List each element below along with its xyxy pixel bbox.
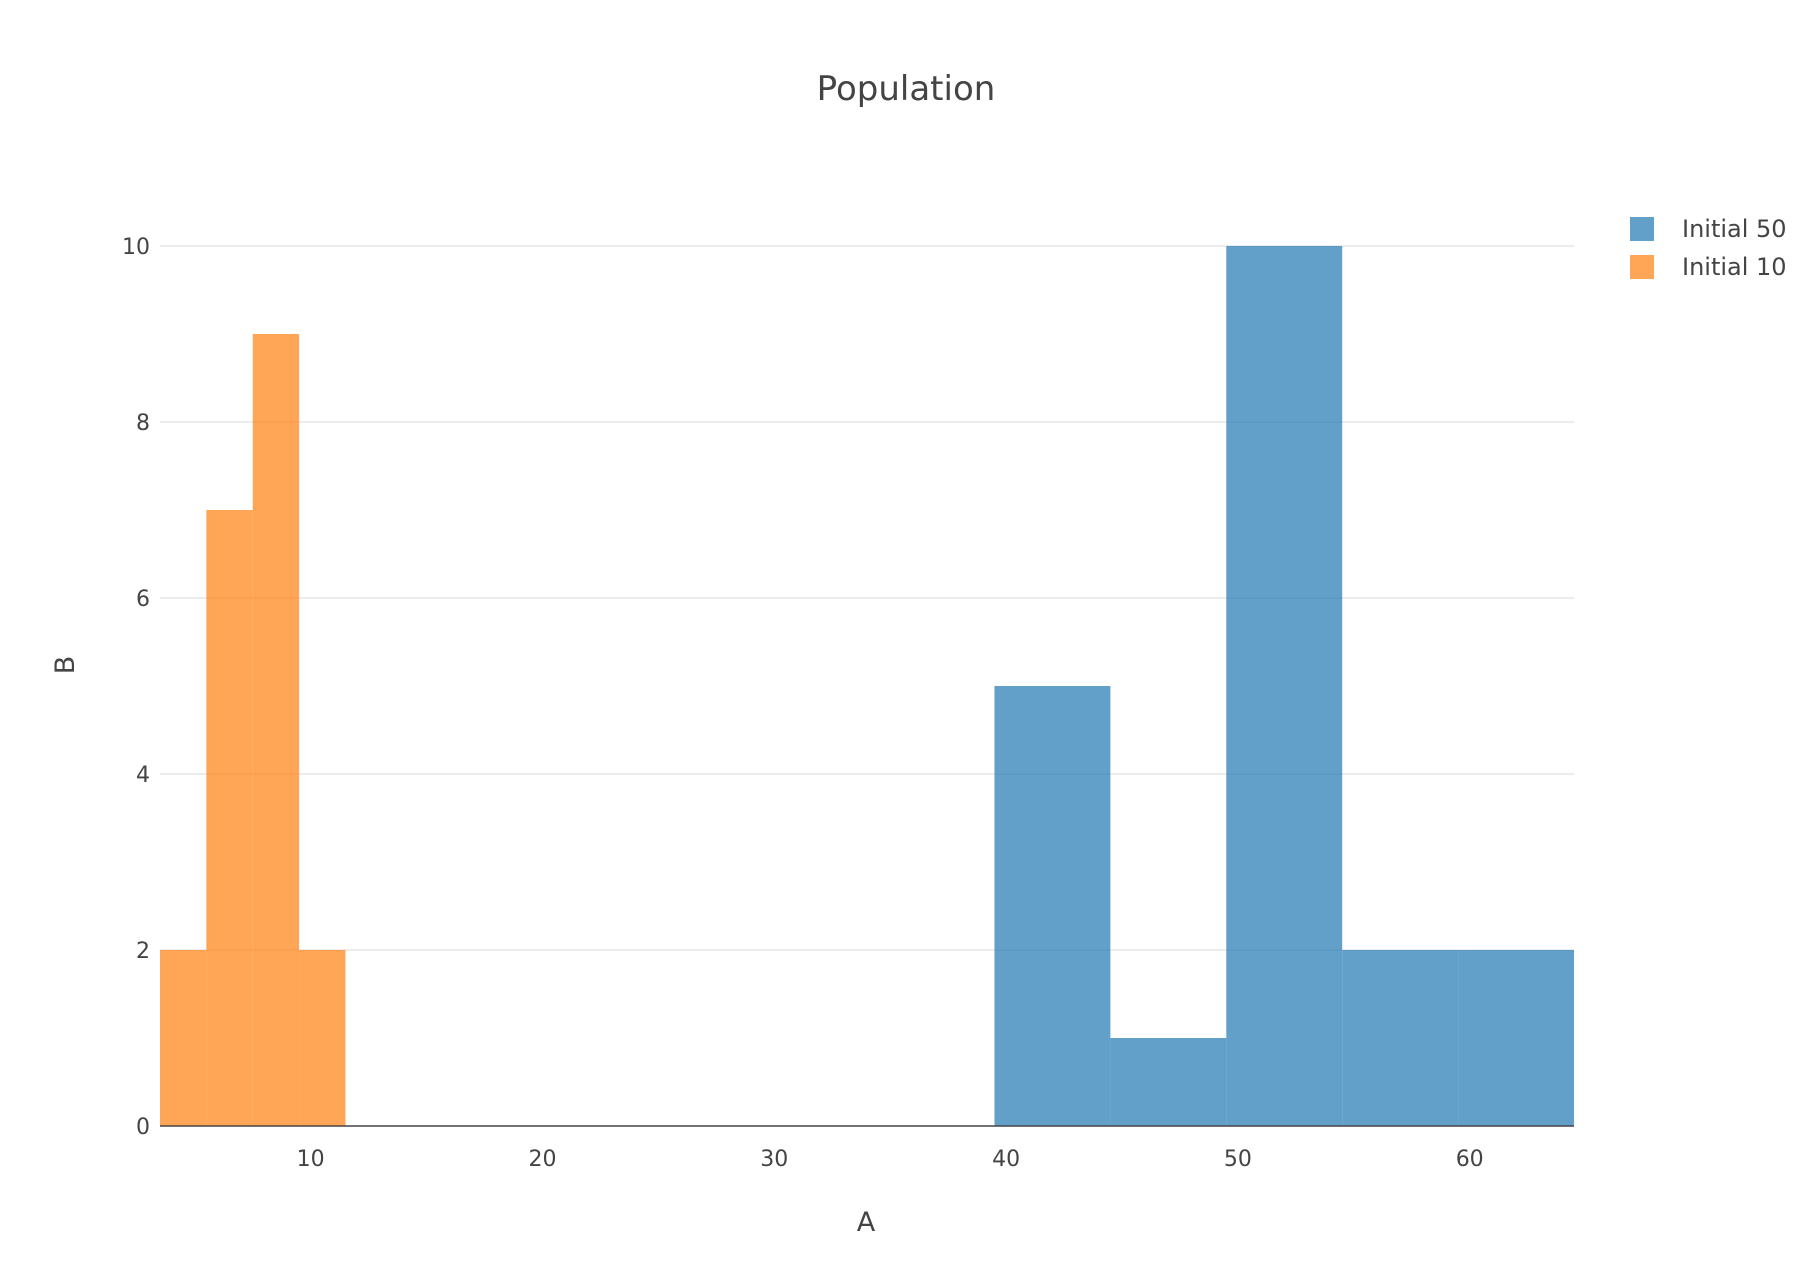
histogram-bar[interactable] — [160, 950, 207, 1126]
histogram-bar[interactable] — [1458, 950, 1574, 1126]
y-tick-label: 8 — [136, 411, 150, 436]
histogram-bar[interactable] — [299, 950, 346, 1126]
histogram-bar[interactable] — [1342, 950, 1459, 1126]
bars-layer — [160, 246, 1574, 1126]
histogram-bar[interactable] — [252, 334, 300, 1126]
axes-layer: 0 2 4 6 8 10 10 20 30 40 50 60 — [122, 235, 1574, 1172]
y-tick-label: 6 — [136, 587, 150, 612]
y-tick-label: 2 — [136, 939, 150, 964]
y-tick-label: 4 — [136, 763, 150, 788]
legend-label: Initial 50 — [1682, 215, 1787, 243]
histogram-bar[interactable] — [206, 510, 253, 1126]
grid-layer — [160, 245, 1574, 951]
legend[interactable]: Initial 50 Initial 10 — [1630, 215, 1787, 281]
y-tick-label: 0 — [136, 1115, 150, 1140]
y-axis-label: B — [50, 656, 81, 675]
legend-label: Initial 10 — [1682, 253, 1787, 281]
x-tick-label: 40 — [992, 1147, 1020, 1172]
x-axis-label: A — [857, 1207, 876, 1238]
x-tick-label: 20 — [528, 1147, 556, 1172]
x-tick-label: 10 — [297, 1147, 325, 1172]
histogram-bar[interactable] — [1110, 1038, 1227, 1126]
chart-title: Population — [817, 69, 996, 109]
legend-swatch — [1630, 255, 1654, 279]
y-tick-label: 10 — [122, 235, 150, 260]
x-tick-label: 60 — [1456, 1147, 1484, 1172]
legend-item[interactable]: Initial 50 — [1630, 215, 1787, 243]
histogram-bar[interactable] — [994, 686, 1111, 1126]
legend-item[interactable]: Initial 10 — [1630, 253, 1787, 281]
x-tick-label: 30 — [760, 1147, 788, 1172]
x-tick-label: 50 — [1224, 1147, 1252, 1172]
histogram-bar[interactable] — [1226, 246, 1343, 1126]
legend-swatch — [1630, 217, 1654, 241]
